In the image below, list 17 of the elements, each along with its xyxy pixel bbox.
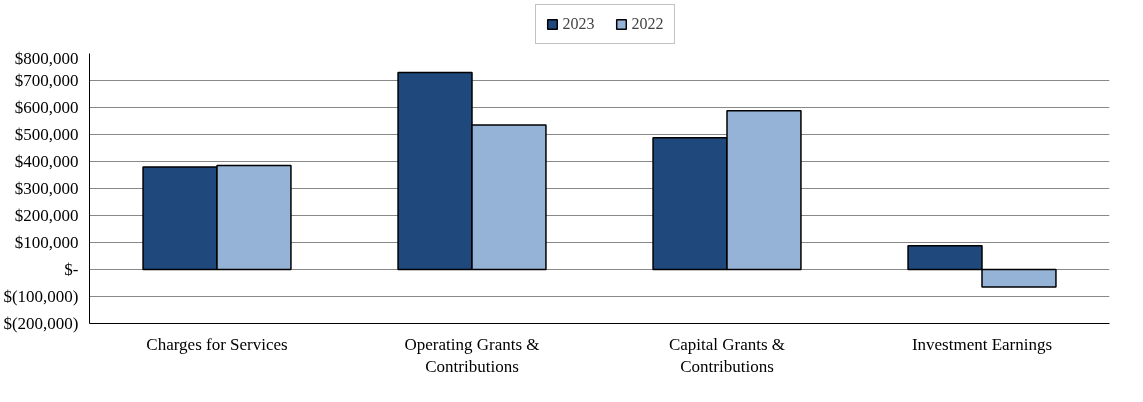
- x-tick-label: Operating Grants & Contributions: [404, 334, 540, 377]
- y-tick-label: $800,000: [14, 48, 79, 68]
- y-tick-label: $-: [64, 260, 79, 279]
- legend-label: 2023: [562, 15, 595, 33]
- legend-label: 2022: [631, 15, 664, 33]
- x-tick-label: Capital Grants & Contributions: [668, 334, 786, 377]
- y-tick-label: $700,000: [14, 71, 79, 90]
- y-tick-label: $400,000: [14, 152, 79, 171]
- x-tick-label: Investment Earnings: [911, 334, 1053, 354]
- y-tick-label: $(100,000): [3, 287, 79, 306]
- y-tick-label: $300,000: [14, 179, 79, 198]
- y-tick-label: $100,000: [14, 233, 79, 252]
- x-tick-label: Charges for Services: [146, 334, 288, 354]
- y-tick-label: $200,000: [14, 206, 79, 225]
- y-tick-label: $500,000: [14, 125, 79, 144]
- y-tick-label: $600,000: [14, 98, 79, 117]
- y-tick-label: $(200,000): [3, 314, 79, 333]
